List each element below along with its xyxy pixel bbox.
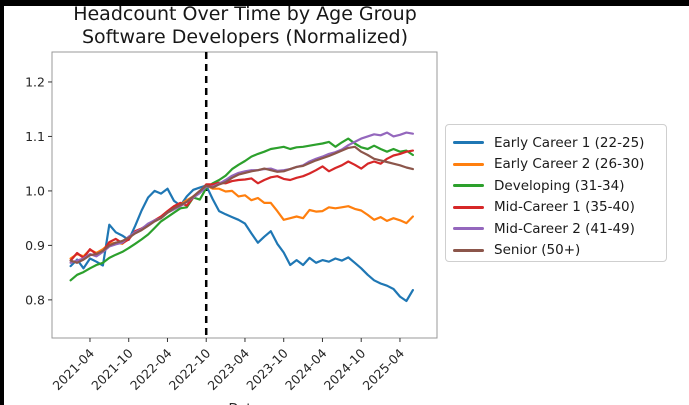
legend-label-mid-career-2-41-49: Mid-Career 2 (41-49) <box>494 220 635 237</box>
y-tick-label: 1.2 <box>25 74 45 89</box>
legend-item-mid-career-2-41-49: Mid-Career 2 (41-49) <box>453 218 660 240</box>
chart-subtitle: Software Developers (Normalized) <box>81 26 409 48</box>
legend-label-early-career-1-22-25: Early Career 1 (22-25) <box>494 134 645 151</box>
left-black-border <box>0 0 4 405</box>
chart-titles: Headcount Over Time by Age Group Softwar… <box>50 3 440 49</box>
legend-swatch-mid-career-1-35-40 <box>453 205 484 209</box>
x-tick-label: 2021-10 <box>88 345 136 393</box>
chart-title: Headcount Over Time by Age Group <box>73 3 417 25</box>
legend-swatch-mid-career-2-41-49 <box>453 227 484 231</box>
legend-swatch-early-career-2-26-30 <box>453 162 484 166</box>
series-line-developing-31-34 <box>69 137 414 282</box>
legend-swatch-senior-50 <box>453 248 484 252</box>
x-tick-label: 2025-04 <box>360 345 408 393</box>
series-line-senior-50 <box>69 145 414 264</box>
legend-swatch-developing-31-34 <box>453 184 484 188</box>
y-tick-label: 1.0 <box>25 183 45 198</box>
legend-item-early-career-1-22-25: Early Career 1 (22-25) <box>453 132 660 154</box>
legend-label-senior-50: Senior (50+) <box>494 242 581 259</box>
legend-item-developing-31-34: Developing (31-34) <box>453 175 660 197</box>
x-tick-label: 2022-10 <box>166 345 214 393</box>
legend-swatch-early-career-1-22-25 <box>453 141 484 145</box>
x-tick-label: 2024-04 <box>282 345 330 393</box>
legend-label-developing-31-34: Developing (31-34) <box>494 177 625 194</box>
x-tick-label: 2021-04 <box>50 345 98 393</box>
x-tick-label: 2022-04 <box>127 345 175 393</box>
x-tick-label: 2024-10 <box>321 345 369 393</box>
x-tick-label: 2023-10 <box>243 345 291 393</box>
top-black-border <box>0 0 689 6</box>
x-tick-label: 2023-04 <box>205 345 253 393</box>
y-tick-label: 0.8 <box>25 292 45 307</box>
x-axis-label: Date <box>228 402 259 405</box>
y-tick-label: 1.1 <box>25 129 45 144</box>
series-line-mid-career-1-35-40 <box>69 149 414 262</box>
legend-item-early-career-2-26-30: Early Career 2 (26-30) <box>453 154 660 176</box>
legend-item-senior-50: Senior (50+) <box>453 240 660 262</box>
legend-label-early-career-2-26-30: Early Career 2 (26-30) <box>494 156 645 173</box>
legend-label-mid-career-1-35-40: Mid-Career 1 (35-40) <box>494 199 635 216</box>
legend: Early Career 1 (22-25) Early Career 2 (26… <box>445 124 667 262</box>
y-tick-label: 0.9 <box>25 238 45 253</box>
legend-item-mid-career-1-35-40: Mid-Career 1 (35-40) <box>453 197 660 219</box>
